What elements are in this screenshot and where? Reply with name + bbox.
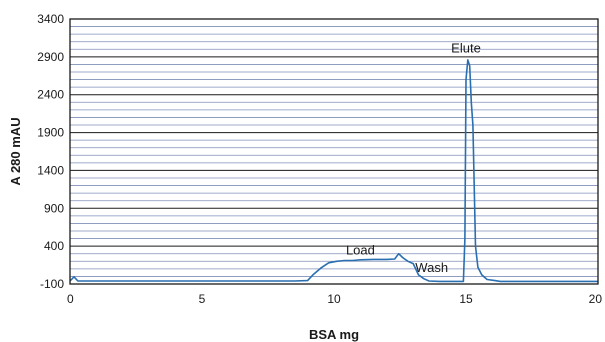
y-tick-label: 2400 [37,88,64,102]
x-tick-label: 10 [327,292,341,306]
annotations: Elute Load Wash [346,40,481,275]
y-tick-label: 3400 [37,12,64,26]
annotation-label: Load [346,242,375,257]
x-tick-label: 15 [459,292,473,306]
annotation-label: Elute [451,40,481,55]
x-axis-tick-labels: 0 5 10 15 20 [67,292,602,306]
y-tick-label: 1400 [37,163,64,177]
y-tick-label: 2900 [37,50,64,64]
y-axis-label: A 280 mAU [8,117,23,185]
x-tick-label: 20 [589,292,603,306]
series-group [69,59,598,283]
x-tick-label: 0 [67,292,74,306]
plot-area-frame [69,18,599,285]
series-line [69,59,598,283]
x-axis-label: BSA mg [309,327,359,342]
y-axis-tick-labels: -100 400 900 1400 1900 2400 2900 3400 [37,12,64,291]
y-tick-label: 900 [44,201,64,215]
y-tick-label: 400 [44,239,64,253]
x-tick-label: 5 [199,292,206,306]
annotation-label: Wash [415,260,448,275]
y-tick-label: -100 [40,277,64,291]
grid [70,26,598,277]
y-tick-label: 1900 [37,126,64,140]
